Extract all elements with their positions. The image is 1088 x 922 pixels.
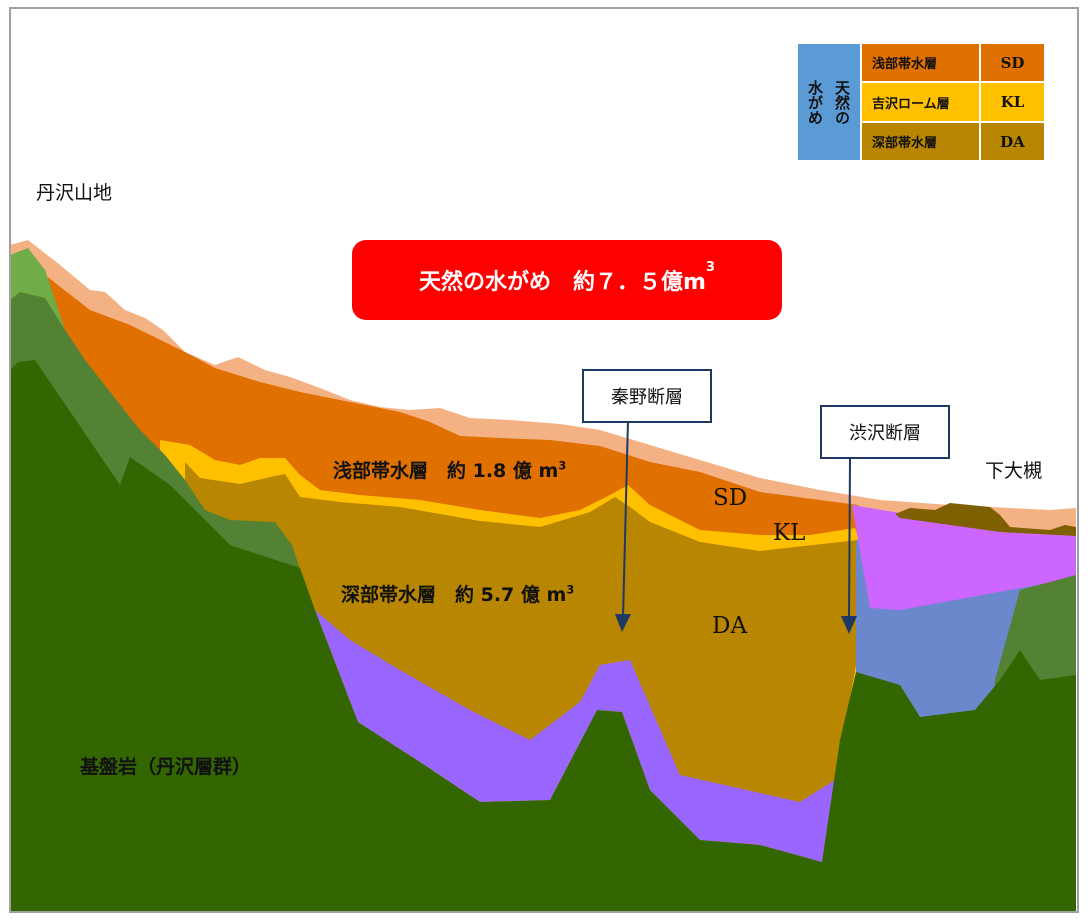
fault-label-shibusawa: 渋沢断層 (820, 405, 950, 459)
shibusawa-arrowhead-icon (841, 616, 857, 634)
legend-group: 天然の 水がめ (798, 44, 860, 160)
label-shallow-aquifer: 浅部帯水層 約 1.8 億 m3 (333, 456, 566, 483)
fault-label-hadano: 秦野断層 (582, 369, 712, 423)
lower-aquifer-layer (315, 610, 835, 862)
banner-text: 天然の水がめ 約７．５億m (418, 270, 706, 295)
legend-group-col1: 天然の (833, 79, 851, 125)
legend-name-da: 深部帯水層 (862, 123, 979, 160)
label-bedrock: 基盤岩（丹沢層群） (80, 756, 252, 778)
hadano-arrowhead-icon (615, 614, 631, 632)
label-tanzawa: 丹沢山地 (36, 182, 113, 204)
label-sd: SD (713, 485, 748, 511)
legend: 天然の 水がめ 浅部帯水層 SD 吉沢ローム層 KL 深部帯水層 DA (798, 44, 1044, 160)
legend-code-sd: SD (981, 44, 1044, 81)
legend-group-col2: 水がめ (806, 79, 824, 125)
frame (9, 7, 1079, 913)
deep-text: 深部帯水層 約 5.7 億 m (341, 584, 567, 606)
shallow-sup: 3 (558, 458, 567, 473)
legend-name-sd: 浅部帯水層 (862, 44, 979, 81)
da-layer (185, 462, 858, 912)
legend-name-kl: 吉沢ローム層 (862, 83, 979, 121)
bedrock-dark (10, 360, 1076, 912)
shibusawa-fault-arrow (848, 457, 851, 619)
right-cap-layer (895, 503, 1076, 536)
hadano-fault-arrow (622, 419, 629, 619)
banner-sup: 3 (705, 260, 716, 275)
right-upper-layer (852, 505, 1076, 610)
legend-code-kl: KL (981, 83, 1044, 121)
legend-code-da: DA (981, 123, 1044, 160)
label-da: DA (712, 613, 748, 639)
label-kl: KL (773, 520, 806, 546)
label-shimo-otsuki: 下大槻 (985, 460, 1043, 482)
deep-sup: 3 (566, 582, 575, 597)
shallow-text: 浅部帯水層 約 1.8 億 m (333, 460, 559, 482)
banner: 天然の水がめ 約７．５億m 3 (352, 240, 782, 320)
label-deep-aquifer: 深部帯水層 約 5.7 億 m3 (341, 580, 574, 607)
